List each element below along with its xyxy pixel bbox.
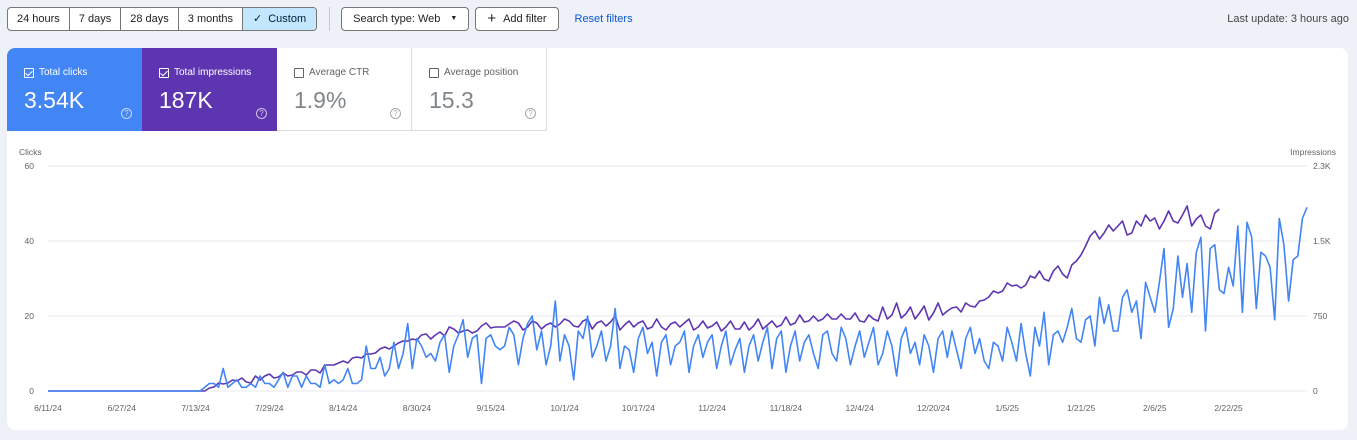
x-tick-label: 2/22/25	[1214, 403, 1243, 413]
checkbox-icon[interactable]	[294, 67, 304, 78]
range-3-months-button[interactable]: 3 months	[179, 8, 244, 30]
y-tick-right: 0	[1313, 386, 1318, 396]
y-tick-left: 40	[25, 236, 35, 246]
x-tick-label: 10/1/24	[550, 403, 579, 413]
toolbar: 24 hours 7 days 28 days 3 months ✓ Custom…	[7, 7, 1349, 31]
metric-card-average-ctr[interactable]: Average CTR 1.9% ?	[277, 48, 412, 131]
plus-icon: +	[487, 10, 497, 27]
left-axis-title: Clicks	[19, 147, 42, 157]
x-tick-label: 2/6/25	[1143, 403, 1167, 413]
y-tick-right: 2.3K	[1313, 161, 1331, 171]
series-line-impressions	[48, 205, 1220, 392]
x-tick-label: 1/21/25	[1067, 403, 1096, 413]
performance-panel: Total clicks 3.54K ? Total impressions 1…	[7, 48, 1348, 430]
y-axis-labels: 0 0 20 750 40 1.5K 60 2.3K	[25, 161, 1331, 396]
add-filter-label: Add filter	[503, 13, 547, 25]
help-icon[interactable]: ?	[121, 108, 132, 119]
metric-value: 15.3	[429, 87, 474, 113]
chart-grid	[48, 165, 1307, 392]
last-update-text: Last update: 3 hours ago	[1227, 13, 1349, 25]
toolbar-divider	[329, 7, 331, 31]
series-line-clicks	[48, 206, 1308, 392]
y-tick-left: 0	[29, 386, 34, 396]
range-custom-label: Custom	[268, 13, 307, 25]
performance-chart[interactable]: Clicks Impressions 0 0 20 750 40 1.5K 60 2.3K 6…	[7, 143, 1348, 428]
help-icon[interactable]: ?	[256, 108, 267, 119]
x-tick-label: 11/18/24	[770, 403, 803, 413]
right-axis-title: Impressions	[1290, 147, 1336, 157]
y-tick-left: 20	[25, 311, 35, 321]
metric-card-header: Total impressions	[159, 67, 251, 78]
checkbox-icon[interactable]	[24, 67, 34, 78]
metric-value: 1.9%	[294, 87, 347, 113]
metric-card-total-clicks[interactable]: Total clicks 3.54K ?	[7, 48, 142, 131]
range-28-days-button[interactable]: 28 days	[121, 8, 179, 30]
x-tick-label: 6/11/24	[34, 403, 62, 413]
caret-down-icon: ▼	[450, 15, 458, 22]
metric-label: Average position	[444, 67, 519, 78]
chart-lines	[48, 205, 1308, 392]
x-tick-label: 12/4/24	[845, 403, 874, 413]
metric-card-total-impressions[interactable]: Total impressions 187K ?	[142, 48, 277, 131]
date-range-selector: 24 hours 7 days 28 days 3 months ✓ Custom	[7, 7, 318, 31]
metric-card-header: Average position	[429, 67, 518, 78]
metric-value: 187K	[159, 87, 213, 113]
range-custom-button[interactable]: ✓ Custom	[243, 8, 317, 30]
metric-label: Total clicks	[39, 67, 88, 78]
metric-card-header: Total clicks	[24, 67, 87, 78]
range-24-hours-button[interactable]: 24 hours	[8, 8, 70, 30]
x-tick-label: 7/13/24	[181, 403, 210, 413]
metric-card-average-position[interactable]: Average position 15.3 ?	[412, 48, 547, 131]
check-icon: ✓	[253, 13, 263, 25]
checkbox-icon[interactable]	[159, 67, 169, 78]
x-tick-label: 7/29/24	[255, 403, 284, 413]
reset-filters-link[interactable]: Reset filters	[574, 13, 633, 25]
range-7-days-button[interactable]: 7 days	[70, 8, 122, 30]
search-type-label: Search type: Web	[353, 13, 441, 25]
checkbox-icon[interactable]	[429, 67, 439, 78]
x-axis-labels: 6/11/24 6/27/24 7/13/24 7/29/24 8/14/24 8/30/…	[34, 403, 1243, 413]
x-tick-label: 8/14/24	[329, 403, 358, 413]
x-tick-label: 8/30/24	[403, 403, 432, 413]
y-tick-right: 1.5K	[1313, 236, 1331, 246]
x-tick-label: 11/2/24	[698, 403, 726, 413]
metric-value: 3.54K	[24, 87, 85, 113]
y-tick-left: 60	[25, 161, 35, 171]
metric-label: Total impressions	[174, 67, 252, 78]
x-tick-label: 6/27/24	[108, 403, 137, 413]
x-tick-label: 10/17/24	[622, 403, 655, 413]
add-filter-button[interactable]: + Add filter	[475, 7, 559, 31]
help-icon[interactable]: ?	[390, 108, 401, 119]
y-tick-right: 750	[1313, 311, 1327, 321]
x-tick-label: 1/5/25	[995, 403, 1019, 413]
metric-cards: Total clicks 3.54K ? Total impressions 1…	[7, 48, 547, 131]
help-icon[interactable]: ?	[525, 108, 536, 119]
metric-card-header: Average CTR	[294, 67, 369, 78]
x-tick-label: 12/20/24	[917, 403, 950, 413]
metric-label: Average CTR	[309, 67, 370, 78]
search-type-dropdown[interactable]: Search type: Web ▼	[341, 7, 470, 31]
x-tick-label: 9/15/24	[477, 403, 506, 413]
